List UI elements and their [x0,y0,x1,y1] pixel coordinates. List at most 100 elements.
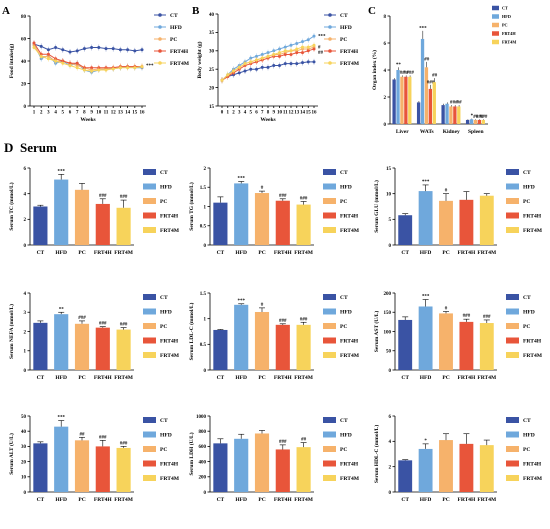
x-tick-label: 13 [294,111,300,116]
legend-label: FRT4H [523,214,542,220]
data-point [118,66,122,70]
data-point [46,48,50,52]
significance-mark: ## [453,101,459,106]
data-point [312,34,316,38]
y-tick-label: 20 [21,82,27,87]
y-tick-label: 0.5 [200,225,207,230]
legend-swatch [506,227,519,233]
bar [439,313,453,370]
legend-swatch [323,323,336,329]
data-point [301,40,304,44]
data-point [260,65,264,69]
data-point [61,48,65,52]
bar [418,191,433,245]
data-point [289,62,293,66]
legend-marker [158,49,162,53]
x-tick-label: 3 [238,111,241,116]
data-point [260,56,264,60]
data-point [278,64,281,68]
legend-swatch [143,446,156,452]
legend-label: CT [340,295,348,301]
x-tick-label: CT [37,497,45,503]
legend-label: PC [160,447,167,453]
significance-mark: *** [419,26,427,31]
significance-mark: ## [432,74,438,79]
x-axis-label: Weeks [260,117,275,123]
significance-mark: ### [300,196,308,201]
significance-mark: ### [78,316,86,321]
x-tick-label: 14 [125,111,131,116]
series-hfd [220,33,316,84]
x-tick-label: Spleen [468,129,484,135]
legend-label: HFD [340,185,352,191]
legend-label: FRT4H [160,339,179,345]
legend-label: FRT4M [523,476,543,482]
y-axis-label: Serum AST (U/L) [373,311,380,353]
significance-mark: *** [146,64,154,69]
legend-label: PC [340,324,347,330]
y-axis-label: Body weight (g) [196,41,203,78]
legend-label: CT [523,418,531,424]
legend-swatch [323,352,336,358]
bar [213,329,228,370]
y-axis-label: Serum TG (mmol/L) [188,182,195,231]
x-tick-label: PC [78,497,85,503]
chart-tg: 0 0.5 1 1.5 2 Serum TG (mmol/L) CT HFD *** PC # FRT… [188,167,360,256]
bar [213,202,228,245]
legend-marker [328,61,332,65]
bar [116,447,131,492]
bar [254,193,270,245]
significance-mark: ## [473,115,479,120]
significance-mark: ### [279,440,287,445]
data-point [249,60,253,64]
series-frt4m [32,44,144,75]
legend-swatch [143,212,156,219]
x-tick-label: 13 [118,111,124,116]
chart-tc: 0 2 4 6 Serum TC (mmol/L) CT HFD *** PC FRT4H ### F… [8,167,180,256]
bar [465,119,470,124]
bar [54,426,69,492]
series-ct [32,41,144,55]
x-tick-label: 15 [132,111,138,116]
x-tick-label: 9 [90,111,93,116]
data-point [295,47,299,51]
x-tick-label: PC [258,250,265,256]
y-tick-label: 15 [209,105,215,110]
bar [254,311,270,370]
bar [398,215,413,245]
legend-label: FRT4M [170,61,190,67]
y-tick-label: 2 [24,218,27,223]
legend-swatch [323,431,336,438]
bar [459,199,474,245]
x-tick-label: FRT4M [477,497,497,503]
y-tick-label: 5 [389,218,392,223]
bar [95,203,110,245]
bar [234,183,249,245]
x-tick-label: CT [37,250,45,256]
legend-label: PC [340,199,347,205]
data-point [220,78,224,82]
x-tick-label: HFD [55,250,67,256]
x-tick-label: PC [258,497,265,503]
bar [449,106,453,124]
legend-label: HFD [502,14,511,19]
y-tick-label: 0 [389,369,392,374]
y-tick-label: 40 [209,13,215,18]
significance-mark: # [261,186,264,191]
significance-mark: ### [406,71,414,76]
legend-label: HFD [160,185,172,191]
significance-mark: # [445,306,448,311]
x-tick-label: 2 [40,111,43,116]
legend-swatch [506,337,519,344]
panel-letter: B [192,5,200,17]
significance-mark: ** [396,63,402,68]
data-point [289,43,293,47]
y-tick-label: 0 [24,491,27,496]
significance-mark: ### [476,115,484,120]
x-tick-label: Kidney [443,129,460,135]
data-point [272,52,276,56]
significance-mark: ## [424,57,430,62]
data-point [97,46,101,49]
